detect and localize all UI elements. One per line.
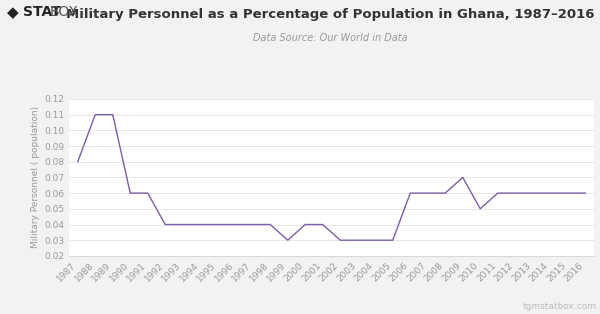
Text: ◆: ◆ [7, 5, 19, 20]
Text: Data Source: Our World in Data: Data Source: Our World in Data [253, 33, 407, 43]
Y-axis label: Military Personnel ( population): Military Personnel ( population) [31, 106, 40, 248]
Text: STAT: STAT [23, 5, 61, 19]
Text: BOX: BOX [49, 5, 78, 19]
Text: Military Personnel as a Percentage of Population in Ghana, 1987–2016: Military Personnel as a Percentage of Po… [66, 8, 594, 21]
Text: tgmstatbox.com: tgmstatbox.com [523, 302, 597, 311]
